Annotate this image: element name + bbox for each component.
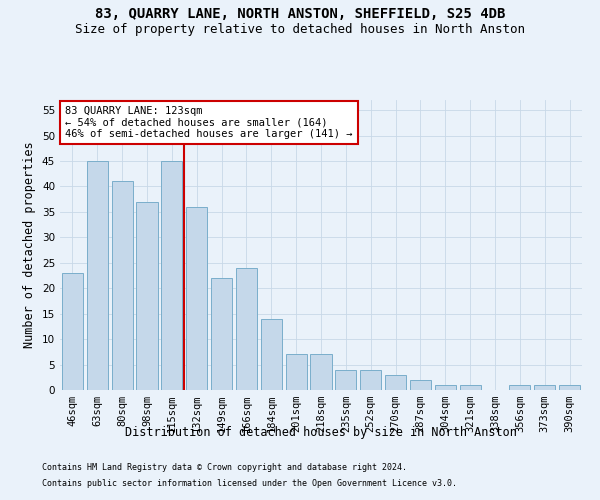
Bar <box>310 354 332 390</box>
Text: 83, QUARRY LANE, NORTH ANSTON, SHEFFIELD, S25 4DB: 83, QUARRY LANE, NORTH ANSTON, SHEFFIELD… <box>95 8 505 22</box>
Text: Size of property relative to detached houses in North Anston: Size of property relative to detached ho… <box>75 22 525 36</box>
Bar <box>360 370 381 390</box>
Bar <box>385 374 406 390</box>
Bar <box>236 268 257 390</box>
Bar <box>161 161 182 390</box>
Bar <box>87 161 108 390</box>
Text: 83 QUARRY LANE: 123sqm
← 54% of detached houses are smaller (164)
46% of semi-de: 83 QUARRY LANE: 123sqm ← 54% of detached… <box>65 106 353 139</box>
Bar <box>460 385 481 390</box>
Text: Contains HM Land Registry data © Crown copyright and database right 2024.: Contains HM Land Registry data © Crown c… <box>42 464 407 472</box>
Text: Contains public sector information licensed under the Open Government Licence v3: Contains public sector information licen… <box>42 478 457 488</box>
Bar <box>410 380 431 390</box>
Bar <box>211 278 232 390</box>
Bar <box>435 385 456 390</box>
Bar <box>112 182 133 390</box>
Y-axis label: Number of detached properties: Number of detached properties <box>23 142 37 348</box>
Bar <box>62 273 83 390</box>
Bar <box>534 385 555 390</box>
Bar <box>136 202 158 390</box>
Bar <box>559 385 580 390</box>
Text: Distribution of detached houses by size in North Anston: Distribution of detached houses by size … <box>125 426 517 439</box>
Bar <box>286 354 307 390</box>
Bar <box>509 385 530 390</box>
Bar <box>335 370 356 390</box>
Bar <box>261 319 282 390</box>
Bar <box>186 207 207 390</box>
